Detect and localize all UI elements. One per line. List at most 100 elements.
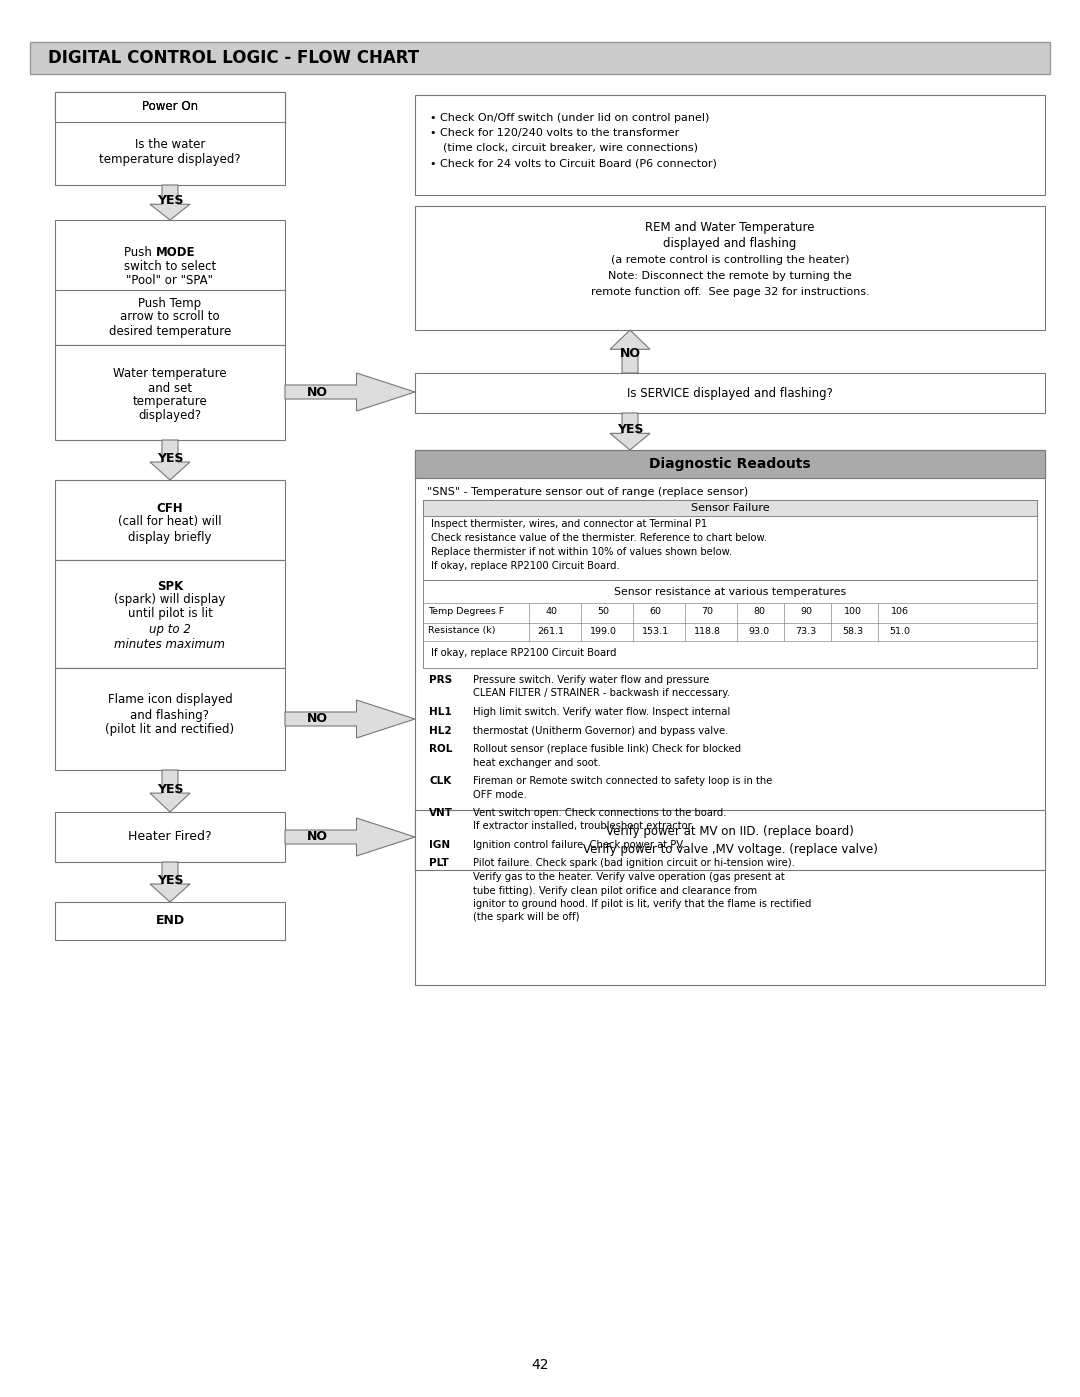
Text: Verify power at MV on IID. (replace board): Verify power at MV on IID. (replace boar… [606,826,854,838]
Text: displayed and flashing: displayed and flashing [663,237,797,250]
Text: YES: YES [157,782,184,796]
Text: Verify power to valve ,MV voltage. (replace valve): Verify power to valve ,MV voltage. (repl… [582,844,877,856]
Text: 58.3: 58.3 [842,626,864,636]
Text: Note: Disconnect the remote by turning the: Note: Disconnect the remote by turning t… [608,271,852,281]
Text: Water temperature: Water temperature [113,367,227,380]
Text: PLT: PLT [429,859,449,869]
Polygon shape [150,184,190,219]
FancyBboxPatch shape [415,450,1045,478]
Text: NO: NO [620,346,640,360]
Text: • Check for 120/240 volts to the transformer: • Check for 120/240 volts to the transfo… [430,129,679,138]
Text: thermostat (Unitherm Governor) and bypass valve.: thermostat (Unitherm Governor) and bypas… [473,725,728,735]
Text: YES: YES [157,451,184,465]
FancyBboxPatch shape [423,500,1037,515]
Text: Verify gas to the heater. Verify valve operation (gas present at: Verify gas to the heater. Verify valve o… [473,872,785,882]
Text: 60: 60 [649,608,661,616]
Text: until pilot is lit: until pilot is lit [127,608,213,620]
Polygon shape [610,330,650,373]
Text: HL2: HL2 [429,725,451,735]
Text: 42: 42 [531,1358,549,1372]
FancyBboxPatch shape [30,42,1050,74]
Text: REM and Water Temperature: REM and Water Temperature [645,222,814,235]
Text: temperature: temperature [133,395,207,408]
FancyBboxPatch shape [415,810,1045,870]
Text: 100: 100 [843,608,862,616]
FancyBboxPatch shape [423,500,1037,580]
Text: SPK: SPK [157,580,184,592]
Text: END: END [156,915,185,928]
Text: displayed?: displayed? [138,409,202,422]
Text: DIGITAL CONTROL LOGIC - FLOW CHART: DIGITAL CONTROL LOGIC - FLOW CHART [48,49,419,67]
Text: NO: NO [307,386,327,398]
Text: Heater Fired?: Heater Fired? [129,830,212,844]
Text: Power On: Power On [141,101,198,113]
FancyBboxPatch shape [415,373,1045,414]
Polygon shape [150,770,190,812]
Text: CLK: CLK [429,775,451,787]
Text: CLEAN FILTER / STRAINER - backwash if neccessary.: CLEAN FILTER / STRAINER - backwash if ne… [473,689,730,698]
Polygon shape [610,414,650,450]
Text: If okay, replace RP2100 Circuit Board.: If okay, replace RP2100 Circuit Board. [431,562,620,571]
Text: HL1: HL1 [429,707,451,717]
Text: and flashing?: and flashing? [131,708,210,721]
Text: (pilot lit and rectified): (pilot lit and rectified) [106,724,234,736]
Text: Is SERVICE displayed and flashing?: Is SERVICE displayed and flashing? [627,387,833,400]
Polygon shape [285,700,415,738]
Text: NO: NO [307,712,327,725]
Text: Push: Push [124,246,156,258]
Text: (time clock, circuit breaker, wire connections): (time clock, circuit breaker, wire conne… [443,142,698,154]
Text: Flame icon displayed: Flame icon displayed [108,693,232,707]
Text: Fireman or Remote switch connected to safety loop is in the: Fireman or Remote switch connected to sa… [473,775,772,787]
Text: 50: 50 [597,608,609,616]
Text: and set: and set [148,381,192,394]
Text: 118.8: 118.8 [693,626,720,636]
FancyBboxPatch shape [55,668,285,770]
FancyBboxPatch shape [55,902,285,940]
Text: YES: YES [157,873,184,887]
Text: 70: 70 [701,608,713,616]
Text: (the spark will be off): (the spark will be off) [473,912,580,922]
Text: Pilot failure. Check spark (bad ignition circuit or hi-tension wire).: Pilot failure. Check spark (bad ignition… [473,859,795,869]
Text: PRS: PRS [429,675,453,685]
Text: Sensor Failure: Sensor Failure [691,503,769,513]
Text: MODE: MODE [156,246,195,258]
Text: 90: 90 [800,608,812,616]
Text: minutes maximum: minutes maximum [114,638,226,651]
Text: 261.1: 261.1 [538,626,565,636]
Text: up to 2: up to 2 [149,623,191,637]
Text: "SNS" - Temperature sensor out of range (replace sensor): "SNS" - Temperature sensor out of range … [427,488,748,497]
Text: • Check On/Off switch (under lid on control panel): • Check On/Off switch (under lid on cont… [430,113,710,123]
FancyBboxPatch shape [55,481,285,560]
Text: If okay, replace RP2100 Circuit Board: If okay, replace RP2100 Circuit Board [431,648,617,658]
Text: IGN: IGN [429,840,450,849]
FancyBboxPatch shape [55,345,285,440]
Text: arrow to scroll to: arrow to scroll to [120,310,220,324]
FancyBboxPatch shape [55,812,285,862]
Text: 73.3: 73.3 [795,626,816,636]
Text: NO: NO [307,830,327,844]
FancyBboxPatch shape [415,205,1045,330]
Text: heat exchanger and soot.: heat exchanger and soot. [473,757,600,767]
Text: Check resistance value of the thermister. Reference to chart below.: Check resistance value of the thermister… [431,534,767,543]
Text: YES: YES [617,423,644,436]
FancyBboxPatch shape [55,92,285,184]
Polygon shape [285,819,415,856]
Text: Rollout sensor (replace fusible link) Check for blocked: Rollout sensor (replace fusible link) Ch… [473,745,741,754]
Text: 80: 80 [753,608,765,616]
Text: Diagnostic Readouts: Diagnostic Readouts [649,457,811,471]
Text: Sensor resistance at various temperatures: Sensor resistance at various temperature… [613,587,846,597]
FancyBboxPatch shape [415,450,1045,985]
Text: Power On: Power On [141,101,198,113]
FancyBboxPatch shape [423,580,1037,668]
Text: Ignition control failure. Check power at PV.: Ignition control failure. Check power at… [473,840,685,849]
FancyBboxPatch shape [55,92,285,122]
Text: Temp Degrees F: Temp Degrees F [428,608,504,616]
Text: 40: 40 [545,608,557,616]
Text: 199.0: 199.0 [590,626,617,636]
Text: 51.0: 51.0 [890,626,910,636]
Text: 106: 106 [891,608,909,616]
FancyBboxPatch shape [55,560,285,668]
FancyBboxPatch shape [415,95,1045,196]
Text: If extractor installed, troubleshoot extractor.: If extractor installed, troubleshoot ext… [473,821,694,831]
Text: Push Temp: Push Temp [138,296,202,310]
